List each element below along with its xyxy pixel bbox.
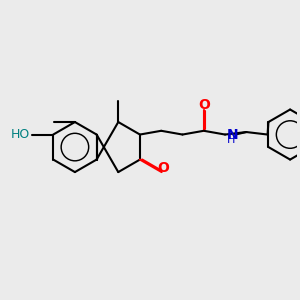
Text: H: H bbox=[226, 135, 235, 146]
Text: O: O bbox=[157, 161, 169, 175]
Text: O: O bbox=[198, 98, 210, 112]
Text: HO: HO bbox=[11, 128, 31, 141]
Text: N: N bbox=[226, 128, 238, 142]
